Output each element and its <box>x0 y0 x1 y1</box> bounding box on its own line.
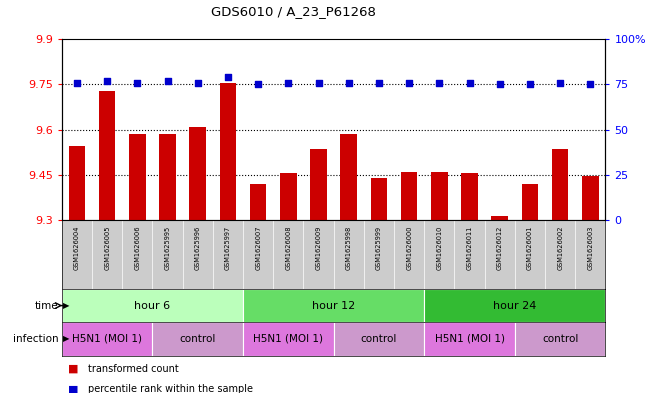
Text: hour 6: hour 6 <box>134 301 171 310</box>
Text: hour 12: hour 12 <box>312 301 355 310</box>
Text: ▶: ▶ <box>62 334 69 343</box>
Text: GSM1625999: GSM1625999 <box>376 226 382 270</box>
Bar <box>370 178 387 220</box>
Bar <box>424 289 605 322</box>
Point <box>102 78 113 84</box>
Bar <box>552 149 568 220</box>
Bar <box>461 173 478 220</box>
Text: GSM1626007: GSM1626007 <box>255 226 261 270</box>
Bar <box>243 322 333 356</box>
Point <box>223 74 233 81</box>
Point <box>374 79 384 86</box>
Text: transformed count: transformed count <box>88 364 178 374</box>
Bar <box>152 322 243 356</box>
Text: GSM1626011: GSM1626011 <box>467 226 473 270</box>
Bar <box>189 127 206 220</box>
Text: GSM1625997: GSM1625997 <box>225 226 231 270</box>
Point <box>464 79 475 86</box>
Text: control: control <box>361 334 397 344</box>
Bar <box>424 322 515 356</box>
Bar <box>492 216 508 220</box>
Text: GSM1626008: GSM1626008 <box>285 226 292 270</box>
Point <box>313 79 324 86</box>
Text: ■: ■ <box>68 384 79 393</box>
Bar <box>333 322 424 356</box>
Bar <box>62 289 243 322</box>
Text: GSM1626009: GSM1626009 <box>316 226 322 270</box>
Bar <box>68 146 85 220</box>
Point <box>434 79 445 86</box>
Text: GSM1626001: GSM1626001 <box>527 226 533 270</box>
Text: percentile rank within the sample: percentile rank within the sample <box>88 384 253 393</box>
Point <box>585 81 596 88</box>
Text: GSM1626000: GSM1626000 <box>406 226 412 270</box>
Text: GSM1625996: GSM1625996 <box>195 226 201 270</box>
Text: GSM1625998: GSM1625998 <box>346 226 352 270</box>
Text: control: control <box>542 334 578 344</box>
Point <box>283 79 294 86</box>
Bar <box>280 173 297 220</box>
Bar <box>521 184 538 220</box>
Text: H5N1 (MOI 1): H5N1 (MOI 1) <box>72 334 142 344</box>
Bar <box>515 322 605 356</box>
Bar <box>62 322 152 356</box>
Point <box>495 81 505 88</box>
Bar <box>250 184 266 220</box>
Text: GSM1626005: GSM1626005 <box>104 226 110 270</box>
Point <box>132 79 143 86</box>
Text: H5N1 (MOI 1): H5N1 (MOI 1) <box>253 334 324 344</box>
Bar <box>311 149 327 220</box>
Bar <box>219 83 236 220</box>
Point <box>193 79 203 86</box>
Text: GSM1625995: GSM1625995 <box>165 226 171 270</box>
Text: H5N1 (MOI 1): H5N1 (MOI 1) <box>434 334 505 344</box>
Point <box>404 79 414 86</box>
Text: GSM1626004: GSM1626004 <box>74 226 80 270</box>
Bar <box>243 289 424 322</box>
Bar <box>129 134 146 220</box>
Point <box>344 79 354 86</box>
Point <box>525 81 535 88</box>
Point <box>555 79 565 86</box>
Bar <box>401 172 417 220</box>
Text: GSM1626006: GSM1626006 <box>134 226 141 270</box>
Bar <box>431 172 448 220</box>
Text: GSM1626003: GSM1626003 <box>587 226 593 270</box>
Text: GSM1626012: GSM1626012 <box>497 226 503 270</box>
Text: GDS6010 / A_23_P61268: GDS6010 / A_23_P61268 <box>210 5 376 18</box>
Text: infection: infection <box>13 334 59 344</box>
Bar <box>99 90 115 220</box>
Text: hour 24: hour 24 <box>493 301 536 310</box>
Bar <box>340 134 357 220</box>
Point <box>253 81 264 88</box>
Text: ▶: ▶ <box>62 301 69 310</box>
Point <box>162 78 173 84</box>
Bar <box>582 176 599 220</box>
Text: GSM1626002: GSM1626002 <box>557 226 563 270</box>
Point <box>72 79 82 86</box>
Text: ■: ■ <box>68 364 79 374</box>
Text: GSM1626010: GSM1626010 <box>436 226 442 270</box>
Bar <box>159 134 176 220</box>
Text: control: control <box>180 334 216 344</box>
Text: time: time <box>35 301 59 310</box>
